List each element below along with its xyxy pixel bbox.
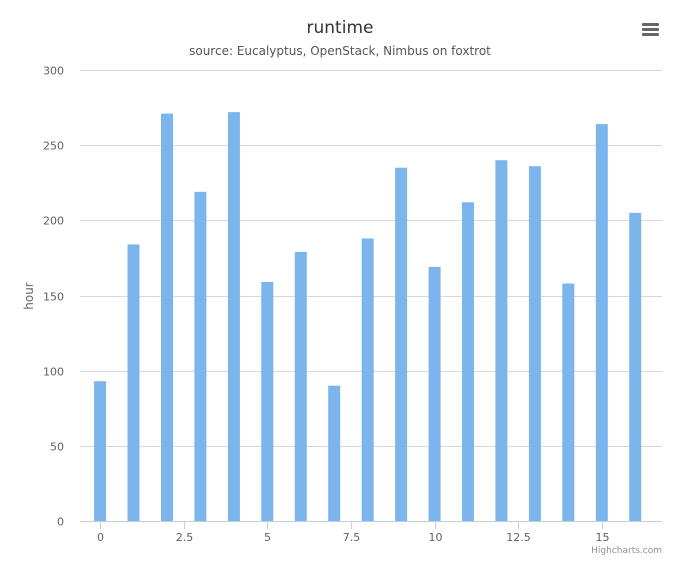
bar[interactable] — [161, 113, 173, 521]
hamburger-menu-icon[interactable] — [638, 18, 664, 42]
bar[interactable] — [261, 282, 274, 521]
bar[interactable] — [495, 160, 508, 521]
x-tick-label: 5 — [264, 531, 271, 544]
credits-link[interactable]: Highcharts.com — [591, 546, 662, 556]
x-tick-label: 12.5 — [506, 531, 531, 544]
bar[interactable] — [294, 251, 307, 521]
bar[interactable] — [361, 238, 374, 521]
y-tick-label: 250 — [43, 140, 64, 153]
bar[interactable] — [194, 191, 207, 522]
bar[interactable] — [462, 202, 474, 522]
axes: 0 50 100 150 200 250 300 0 2.5 5 7.5 10 12.5 15 — [43, 65, 662, 544]
bar[interactable] — [428, 266, 441, 521]
bar[interactable] — [94, 381, 107, 521]
y-tick-label: 200 — [43, 215, 64, 228]
bar[interactable] — [127, 244, 140, 521]
bar-series — [94, 112, 642, 522]
y-tick-label: 150 — [43, 291, 64, 304]
x-tick-label: 10 — [429, 531, 443, 544]
y-axis-title: hour — [22, 282, 36, 310]
bar[interactable] — [395, 167, 408, 521]
bar[interactable] — [227, 112, 240, 521]
bar[interactable] — [629, 212, 642, 522]
bar[interactable] — [595, 124, 608, 521]
bar[interactable] — [328, 385, 341, 521]
chart-title: runtime — [307, 18, 374, 38]
x-tick-label: 0 — [97, 531, 104, 544]
x-tick-label: 7.5 — [343, 531, 361, 544]
chart-subtitle: source: Eucalyptus, OpenStack, Nimbus on… — [189, 44, 491, 58]
bar[interactable] — [562, 283, 575, 522]
y-tick-label: 0 — [57, 516, 64, 529]
x-tick-label: 2.5 — [176, 531, 194, 544]
y-tick-label: 50 — [50, 441, 64, 454]
y-tick-label: 300 — [43, 65, 64, 78]
x-tick-label: 15 — [596, 531, 610, 544]
y-tick-label: 100 — [43, 366, 64, 379]
bar[interactable] — [528, 166, 541, 521]
